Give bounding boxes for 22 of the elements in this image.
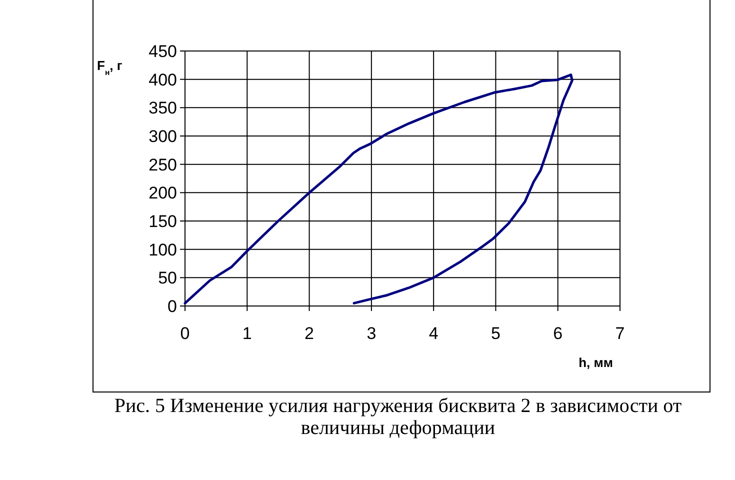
y-tick-label: 300 bbox=[148, 127, 177, 146]
x-tick-label: 6 bbox=[553, 324, 563, 343]
y-tick-label: 250 bbox=[148, 155, 177, 174]
x-tick-label: 7 bbox=[615, 324, 625, 343]
y-tick-label: 150 bbox=[148, 212, 177, 231]
x-tick-label: 0 bbox=[180, 324, 190, 343]
y-tick-label: 100 bbox=[148, 240, 177, 260]
x-tick-label: 2 bbox=[304, 324, 314, 343]
x-tick-label: 3 bbox=[366, 324, 376, 343]
y-tick-label: 450 bbox=[148, 42, 177, 61]
y-tick-label: 200 bbox=[148, 184, 177, 203]
y-tick-label: 0 bbox=[168, 297, 177, 316]
x-tick-label: 5 bbox=[490, 324, 500, 343]
x-axis-title: h, мм bbox=[578, 355, 613, 370]
x-tick-label: 1 bbox=[242, 324, 252, 343]
y-axis-title: F$_{н}$, г bbox=[97, 58, 123, 76]
y-tick-label: 50 bbox=[158, 268, 177, 288]
y-tick-label: 350 bbox=[148, 98, 177, 118]
text: Рис. 5 Изменение усилия нагружения бисквита 2 в зависимости от величины деформации bbox=[113, 395, 683, 439]
x-tick-label: 4 bbox=[428, 324, 438, 343]
line-series bbox=[184, 74, 574, 304]
y-tick-label: 400 bbox=[148, 70, 177, 90]
